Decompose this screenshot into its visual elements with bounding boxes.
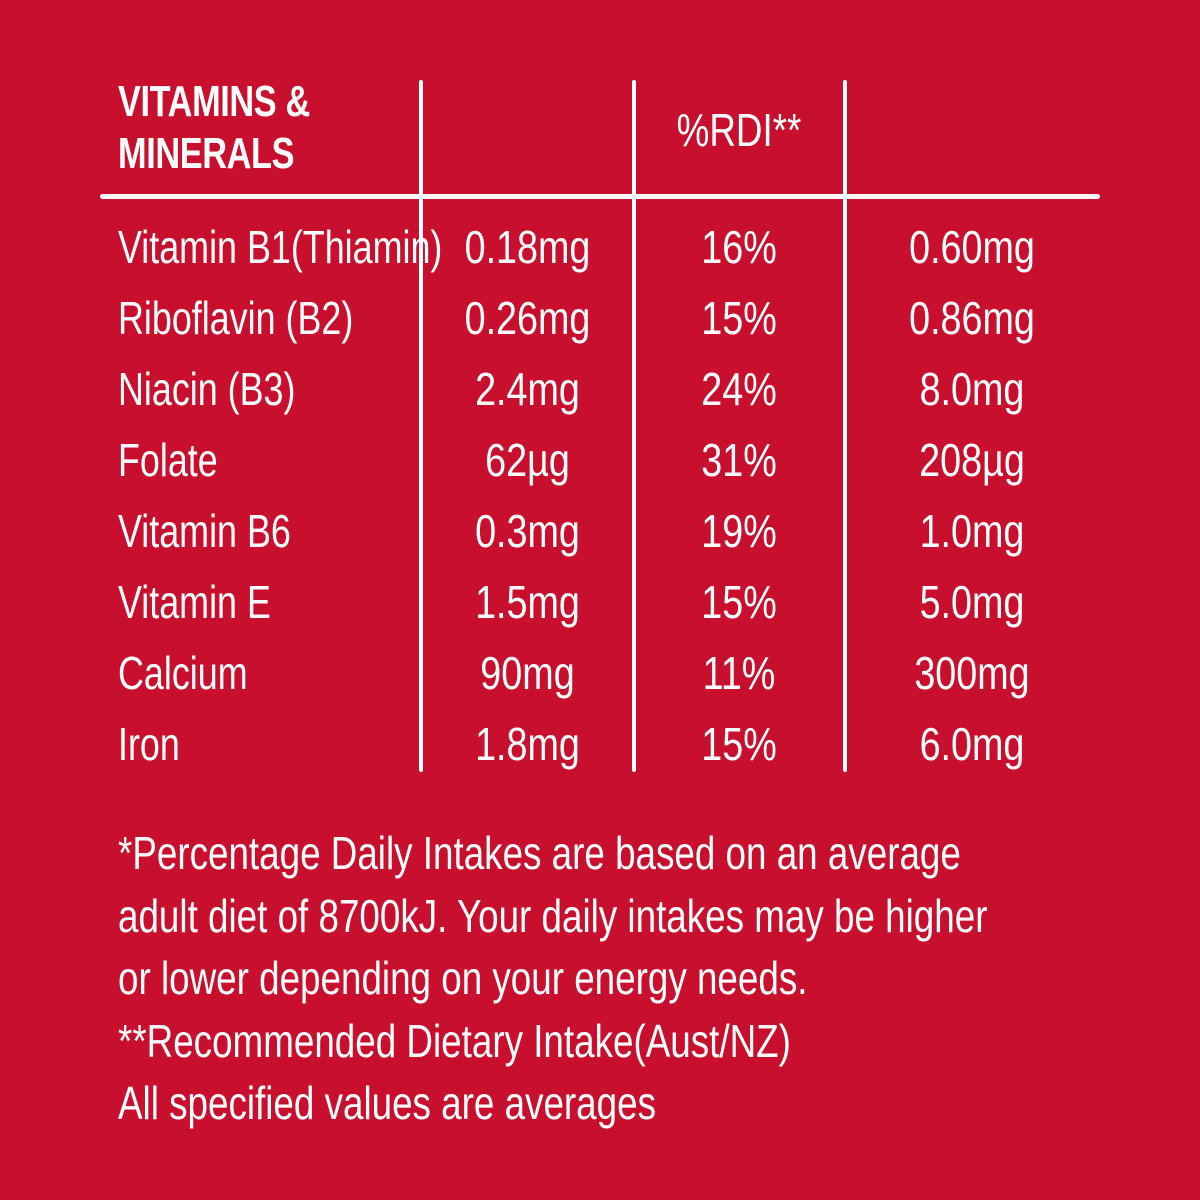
nutrient-name: Calcium [118,647,248,699]
header-rdi-label: %RDI** [676,104,802,156]
nutrient-name: Iron [118,718,180,770]
nutrient-percent: 19% [701,505,777,557]
table-header-title: VITAMINS & MINERALS [118,76,310,180]
table-row: Calcium 90mg 11% 300mg [0,638,1200,709]
nutrient-name: Folate [118,434,218,486]
nutrient-rdi-amount: 0.86mg [909,292,1035,344]
table-row: Vitamin B6 0.3mg 19% 1.0mg [0,496,1200,567]
nutrient-rdi-amount: 208µg [919,434,1025,486]
nutrient-amount: 2.4mg [475,363,580,415]
header-divider [100,194,1100,199]
nutrient-percent: 15% [701,718,777,770]
nutrient-name: Niacin (B3) [118,363,296,415]
table-row: Riboflavin (B2) 0.26mg 15% 0.86mg [0,283,1200,354]
column-divider-2 [632,80,636,772]
nutrient-amount: 0.18mg [464,221,591,273]
table-row: Iron 1.8mg 15% 6.0mg [0,709,1200,780]
nutrient-amount: 90mg [480,647,575,699]
footnote-line: *Percentage Daily Intakes are based on a… [118,827,961,879]
table-row: Folate 62µg 31% 208µg [0,425,1200,496]
footnote-line: adult diet of 8700kJ. Your daily intakes… [118,889,988,942]
nutrient-rdi-amount: 1.0mg [919,505,1025,557]
table-row: Niacin (B3) 2.4mg 24% 8.0mg [0,354,1200,425]
nutrient-amount: 1.8mg [475,718,580,770]
column-divider-1 [419,80,423,772]
footnote-line: **Recommended Dietary Intake(Aust/NZ) [118,1014,791,1067]
nutrient-percent: 15% [701,292,777,344]
nutrient-rdi-amount: 0.60mg [909,221,1035,273]
nutrient-percent: 11% [702,647,776,699]
column-divider-3 [843,80,847,772]
nutrient-name: Vitamin B1(Thiamin) [118,221,443,273]
footnote-line: or lower depending on your energy needs. [118,952,808,1004]
header-title-line-1: VITAMINS & [118,77,310,126]
nutrient-name: Vitamin B6 [118,505,291,557]
nutrient-amount: 0.3mg [475,505,580,557]
table-row: Vitamin E 1.5mg 15% 5.0mg [0,567,1200,638]
nutrient-name: Riboflavin (B2) [118,292,354,344]
nutrient-rdi-amount: 300mg [914,647,1030,699]
footnote-line: All specified values are averages [118,1077,656,1129]
nutrient-amount: 0.26mg [464,292,591,344]
nutrient-rdi-amount: 8.0mg [919,363,1025,415]
nutrient-percent: 16% [701,221,777,273]
nutrient-percent: 24% [701,363,777,415]
nutrient-rdi-amount: 5.0mg [919,576,1025,628]
nutrient-percent: 31% [701,434,777,486]
nutrient-rdi-amount: 6.0mg [919,718,1025,770]
nutrient-amount: 1.5mg [475,576,580,628]
nutrient-percent: 15% [701,576,777,628]
nutrient-amount: 62µg [485,434,570,486]
table-row: Vitamin B1(Thiamin) 0.18mg 16% 0.60mg [0,212,1200,283]
footnotes: *Percentage Daily Intakes are based on a… [118,822,1178,1135]
nutrient-name: Vitamin E [118,576,271,628]
header-title-line-2: MINERALS [118,129,295,178]
